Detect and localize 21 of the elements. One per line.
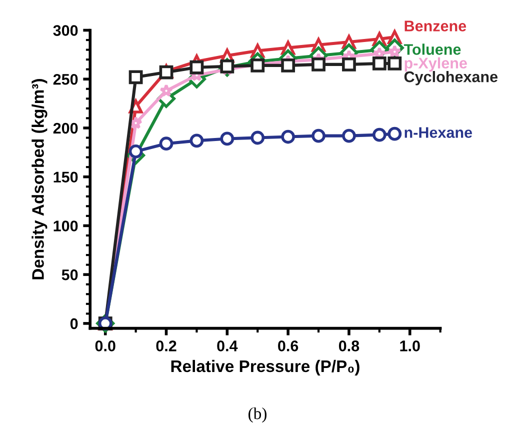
series-label: n-Hexane <box>404 127 472 138</box>
y-axis-title: Density Adsorbed (kg/m³) <box>32 79 48 280</box>
y-tick-label: 0 <box>70 318 78 330</box>
series-label: Cyclohexane <box>404 71 498 86</box>
series-label: Toluene <box>404 44 461 55</box>
y-tick-label: 100 <box>54 220 78 232</box>
x-axis-title: Relative Pressure (P/P₀) <box>171 360 360 376</box>
y-tick-label: 300 <box>53 25 78 36</box>
x-tick-label: 0.8 <box>338 340 360 352</box>
series-label: Benzene <box>404 20 466 32</box>
y-tick-label: 50 <box>62 269 78 280</box>
x-tick-label: 0.4 <box>217 340 238 352</box>
x-tick-label: 0.0 <box>95 340 116 352</box>
x-tick-label: 0.6 <box>278 340 298 352</box>
series-label: p-Xylene <box>404 57 467 72</box>
x-tick-label: 1.0 <box>400 340 420 352</box>
y-tick-label: 150 <box>54 172 78 183</box>
text: (b) <box>248 407 266 423</box>
y-tick-label: 200 <box>53 122 78 134</box>
x-tick-label: 0.2 <box>156 340 176 352</box>
y-tick-label: 250 <box>53 74 78 85</box>
